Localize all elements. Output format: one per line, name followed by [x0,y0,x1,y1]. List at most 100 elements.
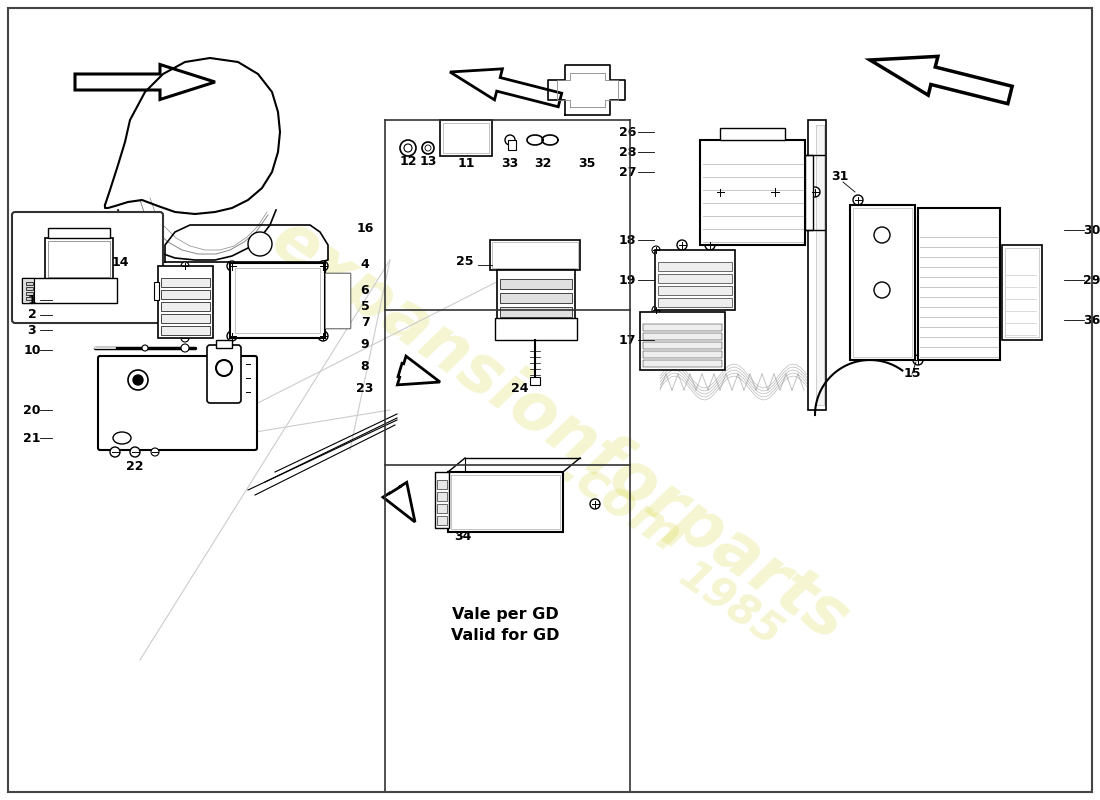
Circle shape [590,499,600,509]
Bar [500,293,572,303]
Bar [448,472,563,532]
Text: 25: 25 [456,255,474,268]
Text: 22: 22 [126,461,144,474]
Text: 12: 12 [399,155,417,168]
Bar [437,492,447,501]
Ellipse shape [113,432,131,444]
Circle shape [128,370,148,390]
Bar [451,475,560,529]
Circle shape [874,282,890,298]
Circle shape [245,375,251,381]
Bar [324,273,350,328]
Circle shape [182,262,189,270]
Text: Vale per GD: Vale per GD [452,607,559,622]
Bar [230,263,324,338]
Circle shape [874,227,890,243]
Text: 34: 34 [454,530,472,543]
Bar [816,125,824,405]
Text: 3: 3 [28,323,36,337]
Circle shape [248,232,272,256]
Circle shape [110,447,120,457]
Circle shape [142,345,148,351]
Circle shape [652,246,660,254]
Text: 6: 6 [361,283,370,297]
Text: 2: 2 [28,309,36,322]
Circle shape [216,360,232,376]
Bar [700,140,805,245]
Text: 17: 17 [618,334,636,346]
Text: 13: 13 [419,155,437,168]
Text: 28: 28 [618,146,636,158]
Text: 4: 4 [361,258,370,271]
Circle shape [182,334,189,342]
Bar [644,324,722,331]
Bar [508,140,516,150]
Bar [440,120,492,156]
Circle shape [100,281,110,291]
Text: Valid for GD: Valid for GD [451,627,559,642]
FancyBboxPatch shape [98,356,257,450]
Bar [434,472,449,528]
Bar [437,480,447,489]
Circle shape [715,187,725,197]
Bar [808,120,826,410]
Text: 33: 33 [502,157,518,170]
Bar [161,290,210,299]
Circle shape [130,447,140,457]
Bar [161,278,210,287]
Bar [48,228,110,238]
Bar [500,307,572,317]
Text: 19: 19 [618,274,636,286]
Circle shape [769,186,781,198]
Text: 21: 21 [23,431,41,445]
Bar [26,291,33,295]
Text: 23: 23 [356,382,374,394]
Polygon shape [450,69,562,106]
Polygon shape [870,56,1012,104]
Circle shape [852,195,864,205]
Bar [216,340,232,348]
Bar [720,128,785,140]
Bar [805,155,813,230]
Text: .com: .com [551,446,689,563]
Bar [154,282,160,300]
Text: 29: 29 [1084,274,1100,286]
Bar [644,342,722,349]
Text: 15: 15 [903,367,921,380]
Text: 1985: 1985 [670,554,790,655]
Circle shape [245,361,251,367]
Circle shape [400,140,416,156]
Bar [48,241,110,277]
Bar [26,297,33,300]
Bar [161,302,210,311]
Bar [658,274,732,283]
Bar [658,286,732,295]
Text: 5: 5 [361,299,370,313]
Circle shape [151,448,160,456]
Circle shape [133,375,143,385]
Bar [500,279,572,289]
Bar [26,282,33,285]
FancyBboxPatch shape [207,345,241,403]
Text: 31: 31 [832,170,849,183]
Bar [492,242,578,268]
Circle shape [318,331,328,341]
Circle shape [505,135,515,145]
Bar [22,278,34,303]
Bar [324,273,350,328]
Text: 1: 1 [28,294,36,306]
Circle shape [404,144,412,152]
Bar [644,333,722,340]
FancyBboxPatch shape [12,212,163,323]
Bar [918,208,1000,360]
Text: 20: 20 [23,403,41,417]
Text: 10: 10 [23,343,41,357]
Text: 27: 27 [618,166,636,178]
Bar [640,312,725,370]
Bar [443,123,490,153]
Polygon shape [397,356,440,385]
Text: 9: 9 [361,338,370,350]
Bar [497,270,575,320]
Bar [644,351,722,358]
Bar [26,286,33,290]
